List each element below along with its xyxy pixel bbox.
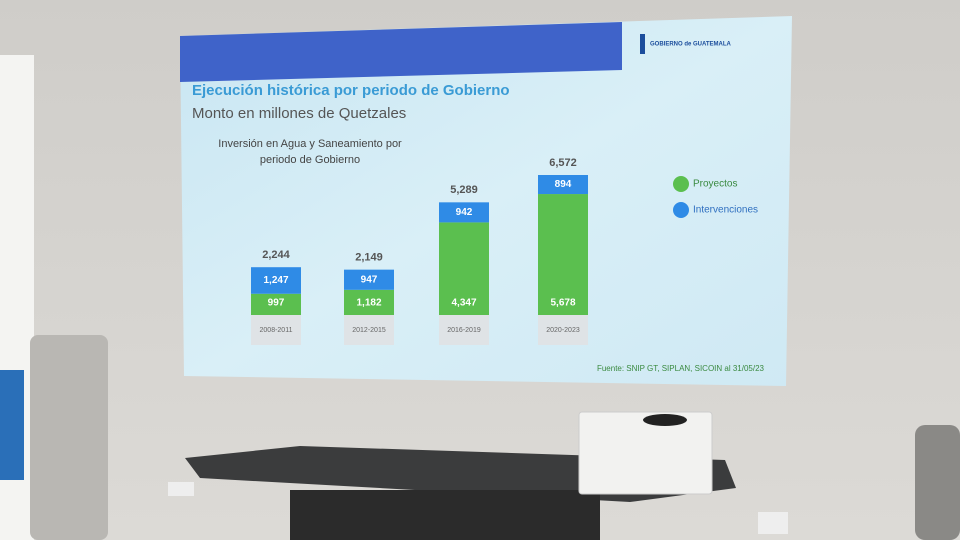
chair <box>30 335 108 540</box>
slide-subtitle: Monto en millones de Quetzales <box>192 105 406 122</box>
value-label: 894 <box>555 179 572 190</box>
total-label: 2,149 <box>355 252 383 264</box>
value-label: 4,347 <box>451 298 476 309</box>
value-label: 942 <box>456 207 473 218</box>
logo-text: GOBIERNO de GUATEMALA <box>650 42 732 48</box>
chart: 2008-2011 997 1,247 2,244 2012-2015 1,182 947 2… <box>251 157 758 345</box>
legend-label: Proyectos <box>693 179 737 190</box>
logo-mark <box>640 34 645 54</box>
pedestal <box>344 315 394 345</box>
pedestal <box>538 315 588 345</box>
printer <box>578 411 713 495</box>
pedestal <box>251 315 301 345</box>
legend-marker <box>673 202 689 218</box>
value-label: 1,182 <box>356 298 381 309</box>
value-label: 1,247 <box>263 275 288 286</box>
legend-label: Intervenciones <box>693 205 758 216</box>
total-label: 5,289 <box>450 184 478 196</box>
x-tick-label: 2012-2015 <box>352 327 386 334</box>
outlet <box>168 482 194 496</box>
bar-segment <box>251 293 301 315</box>
x-tick-label: 2016-2019 <box>447 327 481 334</box>
total-label: 6,572 <box>549 157 577 169</box>
bar-segment <box>439 222 489 315</box>
bar-segment <box>439 202 489 223</box>
bar-segment <box>344 269 394 290</box>
bar-segment <box>538 194 588 315</box>
value-label: 947 <box>361 274 378 285</box>
value-label: 5,678 <box>550 298 575 309</box>
total-label: 2,244 <box>262 249 290 261</box>
legend-marker <box>673 176 689 192</box>
chair <box>915 425 960 540</box>
banner-stripe <box>0 370 24 480</box>
source: Fuente: SNIP GT, SIPLAN, SICOIN al 31/05… <box>597 364 765 373</box>
slide-header-band <box>180 22 622 82</box>
chart-title-box: Inversión en Agua y Saneamiento por peri… <box>218 138 402 166</box>
bar-segment <box>251 267 301 294</box>
x-tick-label: 2008-2011 <box>260 327 293 334</box>
bar-segment <box>344 289 394 315</box>
pedestal <box>439 315 489 345</box>
slide-title: Ejecución histórica por periodo de Gobie… <box>192 82 510 99</box>
projected-slide <box>180 16 792 386</box>
outlet <box>758 512 788 534</box>
value-label: 997 <box>268 298 285 309</box>
x-tick-label: 2020-2023 <box>546 327 580 334</box>
bar-segment <box>538 175 588 195</box>
cable <box>643 414 687 426</box>
chart-title: Inversión en Agua y Saneamiento por peri… <box>218 138 402 166</box>
table-base <box>290 490 600 540</box>
